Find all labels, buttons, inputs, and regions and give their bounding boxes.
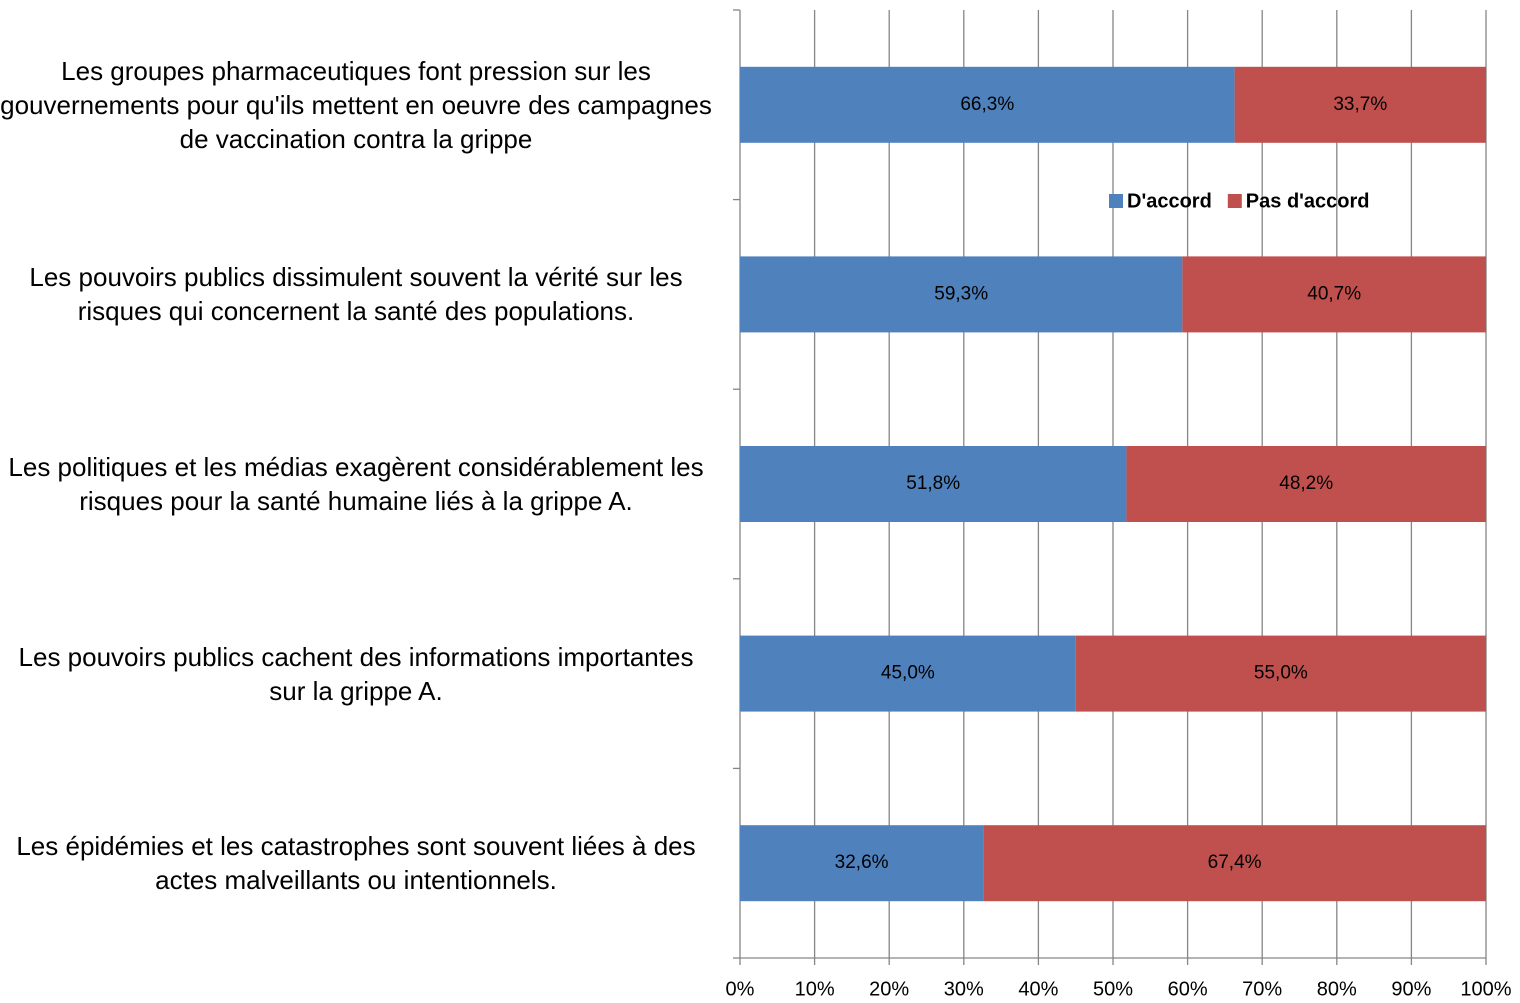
data-label: 33,7% bbox=[1333, 94, 1387, 115]
x-tick-label: 80% bbox=[1317, 978, 1357, 1000]
x-tick-label: 0% bbox=[726, 978, 755, 1000]
bar bbox=[1182, 256, 1486, 333]
bar bbox=[1234, 66, 1486, 143]
x-tick-label: 30% bbox=[944, 978, 984, 1000]
category-label: Les politiques et les médias exagèrent c… bbox=[8, 451, 704, 516]
bar bbox=[740, 66, 1235, 143]
data-label: 66,3% bbox=[960, 94, 1014, 115]
x-tick-label: 100% bbox=[1460, 978, 1511, 1000]
category-label: Les groupes pharmaceutiques font pressio… bbox=[0, 55, 712, 154]
legend-swatch bbox=[1109, 194, 1123, 208]
bar bbox=[740, 825, 984, 902]
data-label: 67,4% bbox=[1208, 852, 1262, 873]
data-label: 55,0% bbox=[1254, 663, 1308, 684]
data-label: 51,8% bbox=[906, 473, 960, 494]
bar bbox=[983, 825, 1486, 902]
x-tick-label: 90% bbox=[1391, 978, 1431, 1000]
legend-label: D'accord bbox=[1127, 190, 1212, 212]
legend-label: Pas d'accord bbox=[1246, 190, 1370, 212]
x-tick-label: 40% bbox=[1018, 978, 1058, 1000]
category-label: Les pouvoirs publics cachent des informa… bbox=[18, 641, 694, 706]
x-tick-label: 50% bbox=[1093, 978, 1133, 1000]
data-label: 40,7% bbox=[1307, 283, 1361, 304]
data-label: 59,3% bbox=[934, 283, 988, 304]
bar bbox=[1075, 635, 1486, 712]
bar bbox=[1126, 446, 1486, 522]
category-label: Les pouvoirs publics dissimulent souvent… bbox=[29, 262, 683, 327]
bar bbox=[740, 256, 1183, 333]
x-tick-label: 60% bbox=[1168, 978, 1208, 1000]
data-label: 48,2% bbox=[1279, 473, 1333, 494]
data-label: 32,6% bbox=[835, 852, 889, 873]
x-tick-label: 10% bbox=[795, 978, 835, 1000]
x-tick-label: 70% bbox=[1242, 978, 1282, 1000]
bar bbox=[740, 446, 1127, 522]
data-label: 45,0% bbox=[881, 663, 935, 684]
bar bbox=[740, 635, 1076, 712]
x-tick-label: 20% bbox=[869, 978, 909, 1000]
category-label: Les épidémies et les catastrophes sont s… bbox=[16, 831, 696, 896]
legend-swatch bbox=[1227, 194, 1242, 208]
